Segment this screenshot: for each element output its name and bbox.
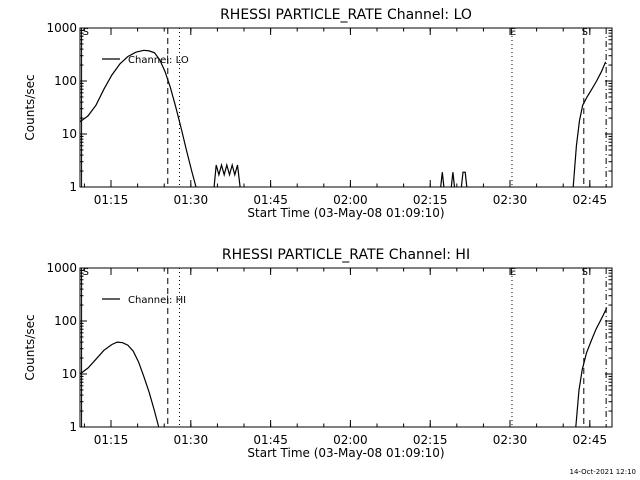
chart-1-x-axis-label: Start Time (03-May-08 01:09:10)	[247, 446, 444, 460]
chart-1-y-axis-label: Counts/sec	[23, 314, 37, 380]
chart-1-x-tick-label-0: 01:15	[94, 433, 129, 447]
chart-1-marker-label-0: S	[83, 267, 89, 278]
hi-channel-plot: RHESSI PARTICLE_RATE Channel: HI 01:15 01:…	[23, 247, 613, 460]
chart-0-y-tick-label-3: 1000	[46, 21, 77, 35]
chart-0-x-tick-label-2: 01:45	[253, 193, 288, 207]
chart-1-marker-label-3: E	[510, 267, 516, 278]
chart-0-x-tick-label-4: 02:15	[413, 193, 448, 207]
chart-1-x-tick-label-4: 02:15	[413, 433, 448, 447]
chart-1-x-tick-label-6: 02:45	[573, 433, 608, 447]
chart-1-title: RHESSI PARTICLE_RATE Channel: HI	[222, 247, 470, 263]
chart-0-x-axis-label: Start Time (03-May-08 01:09:10)	[247, 206, 444, 220]
chart-1-series-0-segment-1	[575, 307, 608, 428]
chart-0-x-tick-label-3: 02:00	[333, 193, 368, 207]
chart-0-series-0-segment-0	[79, 49, 197, 188]
chart-1-y-tick-label-1: 10	[62, 367, 77, 381]
chart-0-x-tick-label-1: 01:30	[174, 193, 209, 207]
chart-1-plot-frame	[79, 267, 613, 428]
chart-1-x-tick-label-1: 01:30	[174, 433, 209, 447]
chart-0-marker-label-3: E	[510, 27, 516, 38]
lo-channel-plot: RHESSI PARTICLE_RATE Channel: LO 01:15 01:…	[23, 7, 613, 220]
chart-1-x-tick-label-5: 02:30	[493, 433, 528, 447]
chart-1-marker-label-4: S	[582, 267, 588, 278]
chart-0-x-tick-label-6: 02:45	[573, 193, 608, 207]
chart-1-y-tick-label-2: 100	[54, 314, 77, 328]
chart-0-legend-label: Channel: LO	[128, 55, 189, 66]
timestamp-label: 14-Oct-2021 12:10	[570, 468, 636, 476]
chart-0-y-tick-label-2: 100	[54, 74, 77, 88]
chart-1-legend-label: Channel: HI	[128, 295, 186, 306]
chart-1-y-tick-label-3: 1000	[46, 261, 77, 275]
chart-0-y-axis-label: Counts/sec	[23, 74, 37, 140]
chart-1-x-tick-label-3: 02:00	[333, 433, 368, 447]
chart-1-x-tick-label-2: 01:45	[253, 433, 288, 447]
chart-0-marker-label-4: S	[582, 27, 588, 38]
chart-0-series-0-segment-5	[572, 61, 607, 188]
chart-0-y-tick-label-0: 1	[69, 180, 77, 194]
chart-0-y-tick-label-1: 10	[62, 127, 77, 141]
chart-0-plot-frame	[79, 27, 613, 188]
chart-1-y-tick-label-0: 1	[69, 420, 77, 434]
chart-0-series-0-segment-4	[460, 171, 468, 188]
chart-0-x-tick-label-5: 02:30	[493, 193, 528, 207]
chart-1-series-0-segment-0	[79, 341, 160, 428]
chart-0-marker-label-0: S	[83, 27, 89, 38]
chart-0-x-tick-label-0: 01:15	[94, 193, 129, 207]
chart-0-series-0-segment-1	[213, 162, 241, 188]
chart-0-series-0-segment-3	[450, 172, 456, 188]
chart-0-series-0-segment-2	[440, 172, 445, 188]
chart-0-title: RHESSI PARTICLE_RATE Channel: LO	[220, 7, 472, 23]
